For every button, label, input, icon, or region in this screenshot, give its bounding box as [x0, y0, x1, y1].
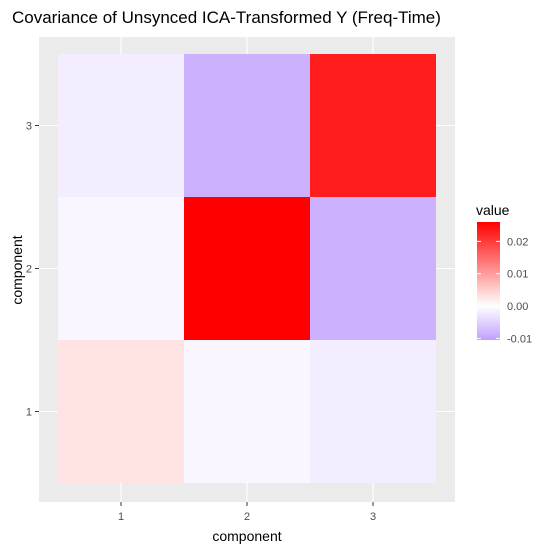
heatmap-cell-2-3	[184, 54, 310, 197]
legend-title: value	[476, 202, 510, 218]
x-tick-label: 2	[244, 511, 250, 523]
x-axis: 1 2 3	[118, 502, 376, 523]
y-axis: 1 2 3	[26, 121, 39, 419]
heatmap-cell-3-2	[310, 197, 436, 340]
legend-ticks: -0.01 0.00 0.01 0.02	[477, 236, 532, 345]
heatmap-cell-3-1	[310, 340, 436, 483]
x-tick-label: 3	[370, 511, 376, 523]
legend-tick-label: 0.02	[507, 236, 528, 248]
legend-tick-label: 0.00	[507, 301, 528, 313]
legend-tick-label: 0.01	[507, 269, 528, 281]
heatmap-cell-1-3	[58, 54, 184, 197]
x-axis-title: component	[212, 528, 281, 544]
y-tick-label: 2	[26, 264, 32, 276]
heatmap-cell-1-2	[58, 197, 184, 340]
color-legend: value -0.01 0.00 0.01 0.02	[476, 202, 532, 345]
heatmap-cells	[58, 54, 436, 483]
heatmap-cell-2-2	[184, 197, 310, 340]
x-tick-label: 1	[118, 511, 124, 523]
heatmap-cell-2-1	[184, 340, 310, 483]
legend-tick-label: -0.01	[507, 333, 532, 345]
legend-colorbar	[477, 222, 500, 340]
y-axis-title: component	[9, 235, 25, 304]
y-tick-label: 3	[26, 121, 32, 133]
heatmap-cell-3-3	[310, 54, 436, 197]
chart-title: Covariance of Unsynced ICA-Transformed Y…	[12, 8, 441, 27]
y-tick-label: 1	[26, 407, 32, 419]
heatmap-cell-1-1	[58, 340, 184, 483]
